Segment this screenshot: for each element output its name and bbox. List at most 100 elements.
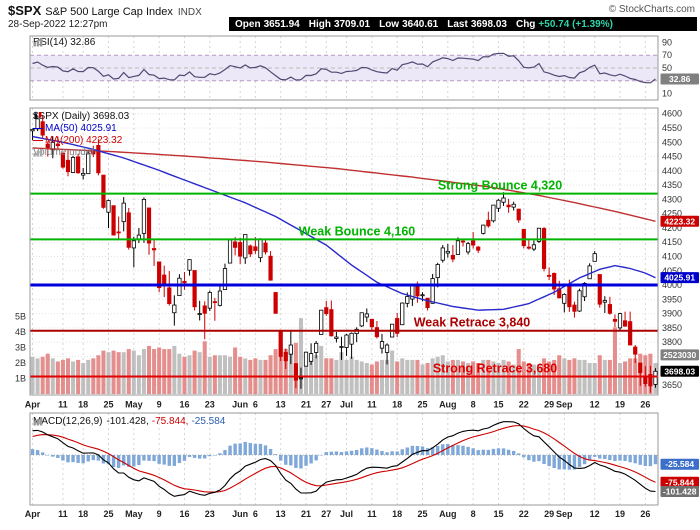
svg-text:11: 11 [58,400,68,410]
svg-text:Jul: Jul [340,509,353,519]
svg-text:-101.428: -101.428 [663,487,697,497]
svg-text:Weak Retrace 3,840: Weak Retrace 3,840 [414,316,531,330]
legend-ma200: — MA(200) 4223.32 [33,135,123,146]
svg-text:3650: 3650 [662,380,682,390]
svg-text:29: 29 [544,509,554,519]
value-badge [660,349,699,361]
svg-text:16: 16 [179,400,189,410]
svg-text:5B: 5B [15,312,26,322]
svg-text:22: 22 [519,509,529,519]
svg-text:4025.91: 4025.91 [664,273,695,283]
quote-change: Chg +50.74 (+1.39%) [515,18,613,30]
svg-text:Jul: Jul [340,400,353,410]
svg-text:6: 6 [253,400,258,410]
annotations: Strong Bounce 4,320 Weak Bounce 4,160 Weak… [30,179,658,378]
copyright: © StockCharts.com [608,4,695,15]
ma200-line-swatch: — [33,135,43,146]
svg-text:16: 16 [179,509,189,519]
svg-text:Strong Retrace 3,680: Strong Retrace 3,680 [433,361,557,375]
svg-text:3900: 3900 [662,309,682,319]
quote-high: High 3709.01 [308,18,371,30]
svg-text:26: 26 [640,509,650,519]
svg-text:21: 21 [301,509,311,519]
svg-text:4400: 4400 [662,166,682,176]
ma50-line-swatch: — [33,123,43,134]
svg-text:Aug: Aug [439,400,457,410]
svg-text:11: 11 [367,509,377,519]
macd-label: MACD(12,26,9) -101.428, -75.844, -25.584 [33,416,226,427]
svg-text:12: 12 [590,509,600,519]
svg-text:19: 19 [615,400,625,410]
svg-text:25: 25 [417,400,427,410]
macd-line [32,421,656,497]
svg-text:18: 18 [78,509,88,519]
svg-text:15: 15 [493,400,503,410]
legend-ma50: — MA(50) 4025.91 [33,123,117,134]
svg-text:12: 12 [590,400,600,410]
value-badges: 32.86 4223.32 4025.91 2523030 3698.03 -25.584… [660,73,699,498]
svg-text:4550: 4550 [662,123,682,133]
svg-text:3B: 3B [15,343,26,353]
svg-text:9: 9 [157,400,162,410]
value-badge [660,215,699,227]
value-badge [660,486,699,498]
svg-text:8: 8 [471,400,476,410]
svg-text:4100: 4100 [662,251,682,261]
macd-hist-value: -25.584 [191,416,226,427]
volume-icon [33,149,43,157]
svg-text:4450: 4450 [662,152,682,162]
svg-text:Weak Bounce 4,160: Weak Bounce 4,160 [299,224,416,238]
svg-text:Aug: Aug [439,509,457,519]
quote-open: Open 3651.94 [235,18,300,30]
value-badge [660,272,699,284]
svg-text:70: 70 [662,50,672,60]
svg-text:4250: 4250 [662,209,682,219]
svg-text:29: 29 [544,400,554,410]
svg-text:18: 18 [392,400,402,410]
macd-signal-line [32,424,656,493]
svg-text:Sep: Sep [556,509,573,519]
svg-text:Apr: Apr [25,400,41,410]
volume-bars [30,318,658,394]
value-badge [660,458,699,470]
value-badge [660,365,699,377]
gridlines [30,36,658,505]
svg-text:4350: 4350 [662,180,682,190]
svg-text:22: 22 [519,400,529,410]
datetime: 28-Sep-2022 12:27pm [8,19,108,30]
quote-bar: Open 3651.94 High 3709.01 Low 3640.61 Last 3… [229,17,697,31]
svg-text:32.86: 32.86 [669,74,691,84]
svg-text:2523030: 2523030 [663,350,696,360]
indicator-icon [33,417,43,426]
legend-spx: $SPX (Daily) 3698.03 [33,111,130,122]
svg-text:21: 21 [301,400,311,410]
svg-text:6: 6 [253,509,258,519]
svg-text:23: 23 [205,509,215,519]
svg-text:18: 18 [392,509,402,519]
svg-text:2B: 2B [15,358,26,368]
svg-text:-75.844: -75.844 [665,477,694,487]
svg-text:Strong Bounce 4,320: Strong Bounce 4,320 [438,179,562,193]
svg-text:4050: 4050 [662,266,682,276]
svg-text:-25.584: -25.584 [665,459,694,469]
macd-line-value: -101.428, [106,416,149,427]
svg-text:26: 26 [640,400,650,410]
svg-text:18: 18 [78,400,88,410]
svg-text:8: 8 [471,509,476,519]
macd-panel [30,421,658,497]
svg-text:19: 19 [615,509,625,519]
svg-text:90: 90 [662,37,672,47]
macd-signal-value: -75.844, [151,416,189,427]
legend-volume: Volume undef [33,147,95,158]
ma200-line [32,147,656,222]
svg-text:27: 27 [321,400,331,410]
svg-text:4600: 4600 [662,109,682,119]
quote-last: Last 3698.03 [447,18,507,30]
svg-text:25: 25 [103,509,113,519]
axis-labels: 4600 4550 4500 4450 4400 4350 4300 4250 4200 4150… [15,37,682,519]
exchange: INDX [177,7,202,18]
svg-text:27: 27 [321,509,331,519]
candlesticks [30,115,658,393]
